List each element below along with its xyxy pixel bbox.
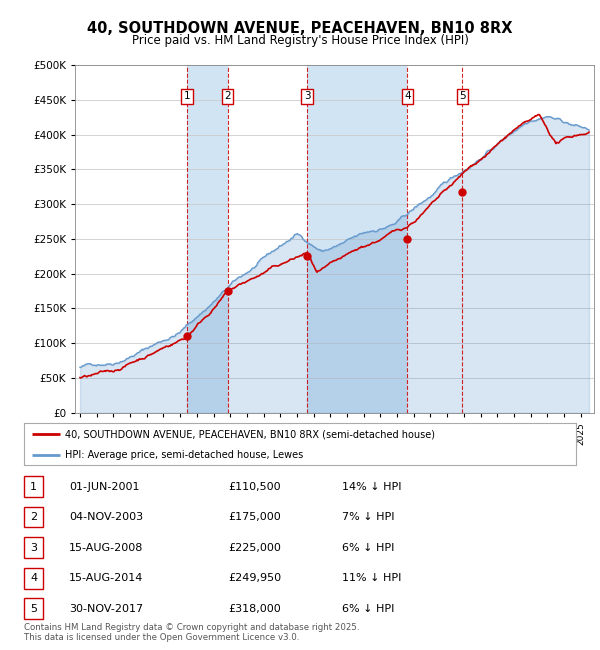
Text: 4: 4 (30, 573, 37, 583)
Text: 15-AUG-2014: 15-AUG-2014 (69, 573, 143, 583)
Bar (187, 65, 227, 413)
Point (302, 251, 312, 261)
Point (182, 331, 192, 341)
Text: 6% ↓ HPI: 6% ↓ HPI (342, 604, 394, 614)
Text: 2: 2 (30, 512, 37, 522)
Text: 15-AUG-2008: 15-AUG-2008 (69, 543, 143, 552)
Text: 1: 1 (184, 91, 190, 101)
Point (403, 234, 412, 244)
Text: 40, SOUTHDOWN AVENUE, PEACEHAVEN, BN10 8RX: 40, SOUTHDOWN AVENUE, PEACEHAVEN, BN10 8… (87, 21, 513, 36)
Text: £318,000: £318,000 (228, 604, 281, 614)
Text: 40, SOUTHDOWN AVENUE, PEACEHAVEN, BN10 8RX (semi-detached house): 40, SOUTHDOWN AVENUE, PEACEHAVEN, BN10 8… (65, 430, 436, 439)
Text: 3: 3 (304, 91, 311, 101)
Text: £225,000: £225,000 (228, 543, 281, 552)
Text: 04-NOV-2003: 04-NOV-2003 (69, 512, 143, 522)
Point (223, 286, 232, 296)
Text: Contains HM Land Registry data © Crown copyright and database right 2025.
This d: Contains HM Land Registry data © Crown c… (24, 623, 359, 642)
Text: Price paid vs. HM Land Registry's House Price Index (HPI): Price paid vs. HM Land Registry's House … (131, 34, 469, 47)
Text: £249,950: £249,950 (228, 573, 281, 583)
Text: 14% ↓ HPI: 14% ↓ HPI (342, 482, 401, 491)
Text: 4: 4 (404, 91, 411, 101)
Text: £175,000: £175,000 (228, 512, 281, 522)
Text: 01-JUN-2001: 01-JUN-2001 (69, 482, 139, 491)
Point (458, 187, 467, 197)
Text: HPI: Average price, semi-detached house, Lewes: HPI: Average price, semi-detached house,… (65, 450, 304, 460)
Text: 7% ↓ HPI: 7% ↓ HPI (342, 512, 395, 522)
Text: 11% ↓ HPI: 11% ↓ HPI (342, 573, 401, 583)
Text: 2: 2 (224, 91, 231, 101)
Bar (307, 65, 407, 413)
Text: 5: 5 (459, 91, 466, 101)
Text: 5: 5 (30, 604, 37, 614)
Text: 6% ↓ HPI: 6% ↓ HPI (342, 543, 394, 552)
Text: £110,500: £110,500 (228, 482, 281, 491)
Text: 1: 1 (30, 482, 37, 491)
Text: 3: 3 (30, 543, 37, 552)
Text: 30-NOV-2017: 30-NOV-2017 (69, 604, 143, 614)
